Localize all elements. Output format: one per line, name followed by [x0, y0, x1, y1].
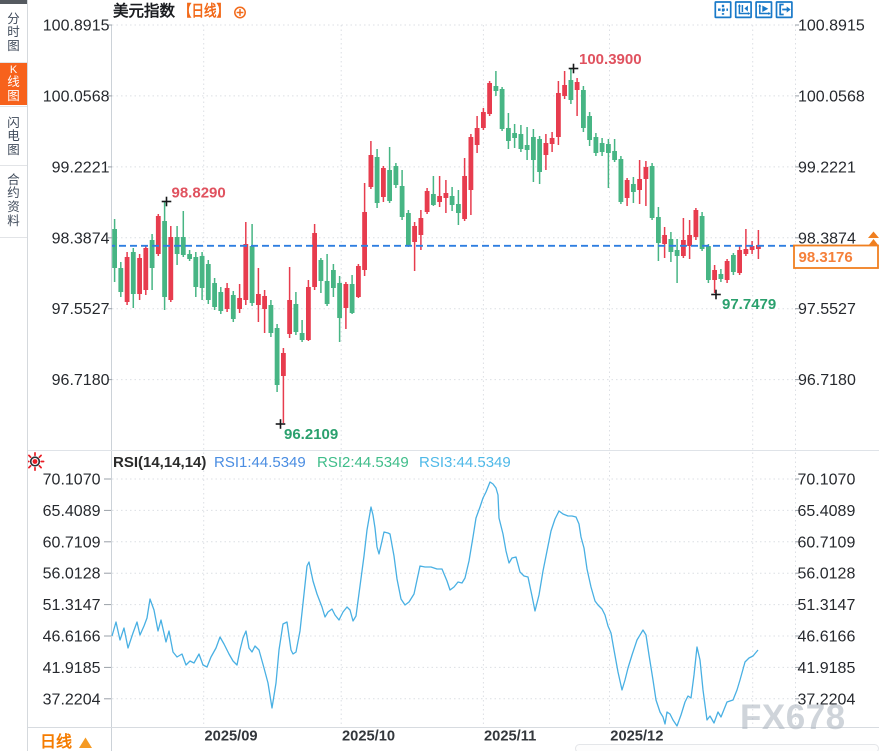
svg-text:100.0568: 100.0568: [43, 88, 110, 105]
svg-text:98.8290: 98.8290: [172, 185, 226, 202]
svg-text:65.4089: 65.4089: [43, 503, 101, 520]
svg-text:2025/10: 2025/10: [342, 729, 395, 745]
svg-text:96.7180: 96.7180: [52, 372, 110, 389]
svg-text:98.3874: 98.3874: [798, 230, 856, 247]
svg-text:2025/09: 2025/09: [205, 729, 258, 745]
svg-text:41.9185: 41.9185: [798, 660, 856, 677]
svg-text:46.6166: 46.6166: [798, 629, 856, 646]
svg-text:41.9185: 41.9185: [43, 660, 101, 677]
svg-text:99.2221: 99.2221: [798, 159, 856, 176]
svg-text:37.2204: 37.2204: [798, 691, 856, 708]
svg-text:65.4089: 65.4089: [798, 503, 856, 520]
svg-text:96.7180: 96.7180: [798, 372, 856, 389]
svg-text:100.0568: 100.0568: [798, 88, 865, 105]
svg-text:100.8915: 100.8915: [798, 18, 865, 35]
svg-text:2025/11: 2025/11: [484, 729, 536, 745]
svg-text:51.3147: 51.3147: [43, 597, 101, 614]
svg-text:70.1070: 70.1070: [43, 472, 101, 489]
svg-text:100.8915: 100.8915: [43, 18, 110, 35]
svg-text:RSI(14,14,14): RSI(14,14,14): [113, 454, 206, 471]
svg-text:日线: 日线: [40, 732, 72, 751]
svg-text:46.6166: 46.6166: [43, 629, 101, 646]
svg-text:37.2204: 37.2204: [43, 691, 101, 708]
svg-text:60.7109: 60.7109: [43, 534, 101, 551]
svg-text:RSI2:44.5349: RSI2:44.5349: [317, 454, 409, 471]
svg-text:FX678: FX678: [740, 698, 846, 737]
svg-text:70.1070: 70.1070: [798, 472, 856, 489]
svg-text:98.3874: 98.3874: [52, 230, 110, 247]
svg-text:56.0128: 56.0128: [798, 566, 856, 583]
svg-text:100.3900: 100.3900: [579, 51, 642, 68]
svg-text:RSI1:44.5349: RSI1:44.5349: [214, 454, 306, 471]
svg-text:RSI3:44.5349: RSI3:44.5349: [419, 454, 511, 471]
svg-text:2025/12: 2025/12: [610, 729, 663, 745]
svg-text:99.2221: 99.2221: [52, 159, 110, 176]
svg-text:96.2109: 96.2109: [284, 426, 338, 443]
svg-text:60.7109: 60.7109: [798, 534, 856, 551]
svg-text:97.7479: 97.7479: [722, 296, 776, 313]
svg-text:56.0128: 56.0128: [43, 566, 101, 583]
svg-text:美元指数: 美元指数: [113, 1, 176, 20]
svg-text:51.3147: 51.3147: [798, 597, 856, 614]
svg-text:【日线】: 【日线】: [179, 1, 229, 20]
svg-text:97.5527: 97.5527: [798, 301, 856, 318]
svg-text:98.3176: 98.3176: [799, 249, 853, 266]
svg-text:97.5527: 97.5527: [52, 301, 110, 318]
